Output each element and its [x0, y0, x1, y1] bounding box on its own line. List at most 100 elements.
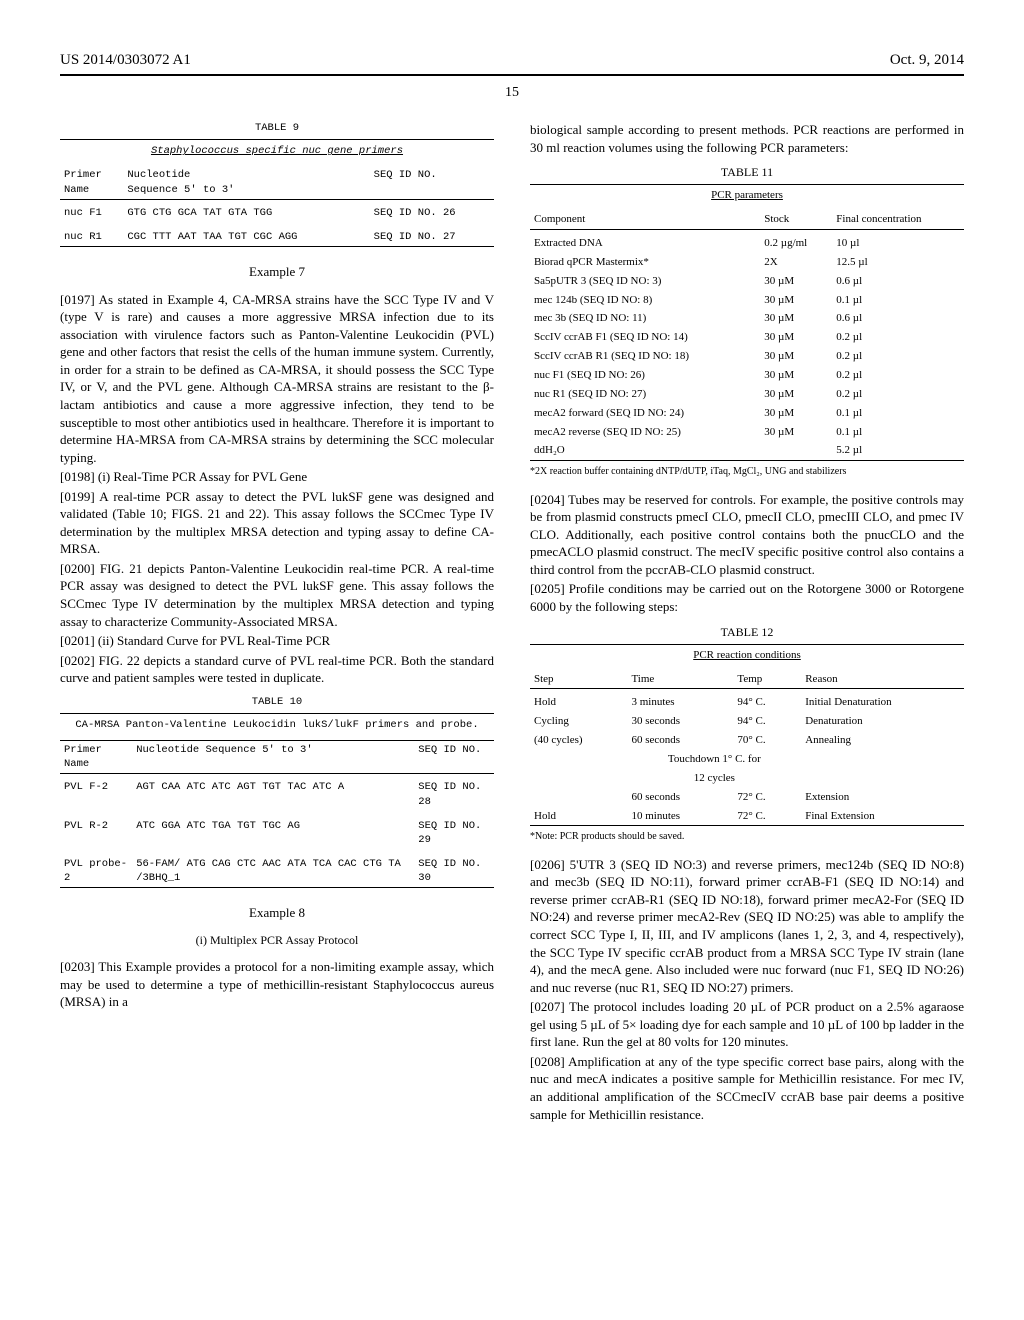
- page-number: 15: [60, 84, 964, 103]
- table-header-cell: Reason: [801, 670, 964, 689]
- table-row: mec 3b (SEQ ID NO: 11)30 µM0.6 µl: [530, 309, 964, 328]
- table-12-footnote: *Note: PCR products should be saved.: [530, 830, 964, 844]
- cell: GTG CTG GCA TAT GTA TGG: [123, 204, 369, 222]
- table-header-cell: Step: [530, 670, 627, 689]
- cell: 30 µM: [760, 328, 832, 347]
- cell: PVL R-2: [60, 817, 132, 849]
- cell: 72° C.: [733, 788, 801, 807]
- cell: Touchdown 1° C. for: [627, 750, 801, 769]
- cell: Hold: [530, 807, 627, 826]
- table-9-title: Staphylococcus specific nuc gene primers: [60, 140, 494, 162]
- cell: 10 µl: [832, 234, 964, 253]
- table-header-cell: Primer Name: [60, 741, 132, 774]
- table-10-title: CA-MRSA Panton-Valentine Leukocidin lukS…: [60, 714, 494, 736]
- table-row: Sa5pUTR 3 (SEQ ID NO: 3)30 µM0.6 µl: [530, 272, 964, 291]
- cell: 0.2 µl: [832, 328, 964, 347]
- table-row: mecA2 forward (SEQ ID NO: 24)30 µM0.1 µl: [530, 404, 964, 423]
- table-row: Hold3 minutes94° C.Initial Denaturation: [530, 693, 964, 712]
- cell: PVL probe-2: [60, 855, 132, 887]
- table-header-cell: Primer Name: [60, 166, 123, 199]
- cell: mec 124b (SEQ ID NO: 8): [530, 291, 760, 310]
- cell: nuc F1 (SEQ ID NO: 26): [530, 366, 760, 385]
- cell: SEQ ID NO. 29: [414, 817, 494, 849]
- cell: 12.5 µl: [832, 253, 964, 272]
- table-header-cell: SEQ ID NO.: [414, 741, 494, 774]
- table-header-cell: Component: [530, 210, 760, 229]
- cell: SEQ ID NO. 28: [414, 778, 494, 810]
- table-row: nuc R1 (SEQ ID NO: 27)30 µM0.2 µl: [530, 385, 964, 404]
- table-row: 60 seconds72° C.Extension: [530, 788, 964, 807]
- table-10: TABLE 10 CA-MRSA Panton-Valentine Leukoc…: [60, 695, 494, 889]
- cell: 0.2 µl: [832, 366, 964, 385]
- cell: mecA2 reverse (SEQ ID NO: 25): [530, 423, 760, 442]
- left-column: TABLE 9 Staphylococcus specific nuc gene…: [60, 121, 494, 1125]
- cell: SEQ ID NO. 27: [370, 228, 494, 246]
- table-11-caption: TABLE 11: [530, 164, 964, 180]
- cell: 0.2 µl: [832, 347, 964, 366]
- cell: 5.2 µl: [832, 441, 964, 460]
- cell: 0.1 µl: [832, 291, 964, 310]
- cell: 70° C.: [733, 731, 801, 750]
- table-header-cell: Nucleotide Sequence 5' to 3': [123, 166, 369, 199]
- para-0204: [0204] Tubes may be reserved for control…: [530, 491, 964, 579]
- cell: 3 minutes: [627, 693, 733, 712]
- cell: 0.2 µl: [832, 385, 964, 404]
- cell: 30 µM: [760, 347, 832, 366]
- cell: ddH₂O: [530, 441, 760, 460]
- table-row: ddH₂O 5.2 µl: [530, 441, 964, 460]
- table-row: nuc F1 GTG CTG GCA TAT GTA TGG SEQ ID NO…: [60, 204, 494, 222]
- table-row: mec 124b (SEQ ID NO: 8)30 µM0.1 µl: [530, 291, 964, 310]
- example-7-heading: Example 7: [60, 263, 494, 281]
- cell: SccIV ccrAB F1 (SEQ ID NO: 14): [530, 328, 760, 347]
- table-row: SccIV ccrAB F1 (SEQ ID NO: 14)30 µM0.2 µ…: [530, 328, 964, 347]
- cell: CGC TTT AAT TAA TGT CGC AGG: [123, 228, 369, 246]
- cell: Denaturation: [801, 712, 964, 731]
- cell: 0.6 µl: [832, 272, 964, 291]
- cell: 30 µM: [760, 291, 832, 310]
- table-9-body: Primer Name Nucleotide Sequence 5' to 3'…: [60, 166, 494, 246]
- table-9-caption: TABLE 9: [60, 121, 494, 135]
- cell: 0.2 µg/ml: [760, 234, 832, 253]
- cell: nuc R1 (SEQ ID NO: 27): [530, 385, 760, 404]
- para-0203: [0203] This Example provides a protocol …: [60, 958, 494, 1011]
- para-0198: [0198] (i) Real-Time PCR Assay for PVL G…: [60, 468, 494, 486]
- para-0199: [0199] A real-time PCR assay to detect t…: [60, 488, 494, 558]
- para-0207: [0207] The protocol includes loading 20 …: [530, 998, 964, 1051]
- para-0202: [0202] FIG. 22 depicts a standard curve …: [60, 652, 494, 687]
- cell: 12 cycles: [627, 769, 801, 788]
- para-0208: [0208] Amplification at any of the type …: [530, 1053, 964, 1123]
- cell: 30 µM: [760, 366, 832, 385]
- table-row: (40 cycles)60 seconds70° C.Annealing: [530, 731, 964, 750]
- right-column: biological sample according to present m…: [530, 121, 964, 1125]
- cell: [530, 788, 627, 807]
- cell: [530, 750, 627, 769]
- table-row: Touchdown 1° C. for: [530, 750, 964, 769]
- table-header-cell: Temp: [733, 670, 801, 689]
- cell: Extracted DNA: [530, 234, 760, 253]
- para-0205: [0205] Profile conditions may be carried…: [530, 580, 964, 615]
- header-rule: [60, 74, 964, 76]
- page-header: US 2014/0303072 A1 Oct. 9, 2014: [60, 50, 964, 70]
- cell: 60 seconds: [627, 731, 733, 750]
- col2-intro: biological sample according to present m…: [530, 121, 964, 156]
- cell: Sa5pUTR 3 (SEQ ID NO: 3): [530, 272, 760, 291]
- cell: Final Extension: [801, 807, 964, 826]
- table-12-caption: TABLE 12: [530, 624, 964, 640]
- cell: Annealing: [801, 731, 964, 750]
- table-row: PVL F-2 AGT CAA ATC ATC AGT TGT TAC ATC …: [60, 778, 494, 810]
- table-header-cell: Final concentration: [832, 210, 964, 229]
- para-0206: [0206] 5'UTR 3 (SEQ ID NO:3) and reverse…: [530, 856, 964, 996]
- table-11-title: PCR parameters: [530, 185, 964, 206]
- table-row: PVL R-2 ATC GGA ATC TGA TGT TGC AG SEQ I…: [60, 817, 494, 849]
- cell: Cycling: [530, 712, 627, 731]
- cell: 0.1 µl: [832, 404, 964, 423]
- table-row: mecA2 reverse (SEQ ID NO: 25)30 µM0.1 µl: [530, 423, 964, 442]
- table-12-body: Step Time Temp Reason Hold3 minutes94° C…: [530, 670, 964, 826]
- cell: (40 cycles): [530, 731, 627, 750]
- table-row: nuc R1 CGC TTT AAT TAA TGT CGC AGG SEQ I…: [60, 228, 494, 246]
- example-8-subheading: (i) Multiplex PCR Assay Protocol: [60, 932, 494, 948]
- cell: 0.1 µl: [832, 423, 964, 442]
- cell: nuc R1: [60, 228, 123, 246]
- cell: ATC GGA ATC TGA TGT TGC AG: [132, 817, 414, 849]
- cell: 56-FAM/ ATG CAG CTC AAC ATA TCA CAC CTG …: [132, 855, 414, 887]
